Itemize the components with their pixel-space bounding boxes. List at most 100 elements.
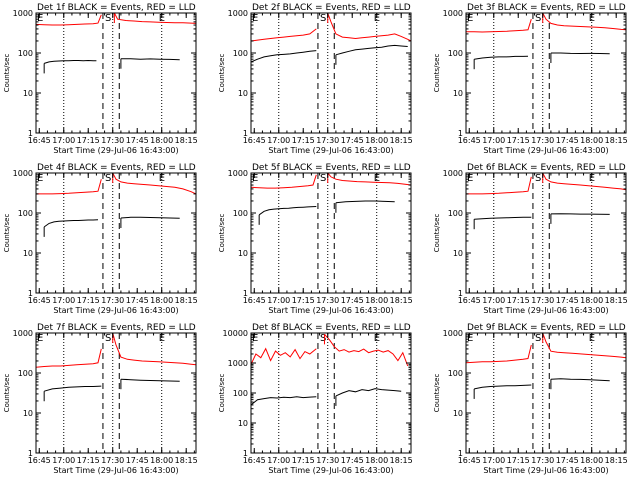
y-tick-label: 100 [448,369,463,378]
y-axis-label: Counts/sec [3,214,11,253]
x-tick-label: 17:00 [52,296,75,305]
x-tick-label: 17:45 [556,456,579,465]
x-tick-label: 17:30 [101,456,124,465]
plot-frame [35,332,197,454]
y-tick-label: 1 [28,129,33,138]
x-tick-label: 17:15 [292,456,315,465]
marker-s: S [535,13,541,24]
y-tick-label: 1000 [13,329,33,338]
chart-title: Det 7f BLACK = Events, RED = LLD [37,323,196,333]
chart-panel-3: Det 3f BLACK = Events, RED = LLD Counts/s… [433,3,628,155]
series-lld-line [324,334,409,367]
x-tick-label: 18:15 [390,296,413,305]
x-tick-label: 18:15 [390,456,413,465]
series-lld-line [35,348,102,368]
series-events-line [550,52,610,55]
chart-panel-9: Det 9f BLACK = Events, RED = LLD Counts/s… [433,323,628,475]
plot-frame [35,172,197,294]
series-lld-line [112,172,197,195]
x-tick-label: 17:45 [126,456,149,465]
x-tick-label: 17:00 [267,136,290,145]
x-tick-label: 17:30 [531,136,554,145]
x-tick-label: 17:00 [482,136,505,145]
y-tick-label: 10 [453,409,463,418]
plot-frame [250,12,412,134]
x-tick-label: 16:45 [243,456,266,465]
x-tick-label: 17:15 [292,136,315,145]
x-tick-label: 17:30 [316,136,339,145]
chart-title: Det 9f BLACK = Events, RED = LLD [467,323,626,333]
y-tick-label: 100 [233,209,248,218]
x-tick-label: 18:00 [580,456,603,465]
x-tick-label: 17:45 [126,296,149,305]
y-tick-label: 1 [243,129,248,138]
y-tick-label: 100 [233,389,248,398]
marker-s: S [320,13,326,24]
x-tick-label: 17:15 [77,296,100,305]
marker-e-end: E [159,173,165,184]
x-tick-label: 17:45 [341,456,364,465]
marker-e-end: E [374,173,380,184]
x-tick-label: 17:30 [101,296,124,305]
series-events-line [120,216,180,219]
series-lld-line [466,176,532,195]
x-tick-label: 18:15 [175,136,198,145]
y-axis-label: Counts/sec [433,214,441,253]
series-lld-line [542,12,627,31]
marker-e-end: E [159,13,165,24]
y-tick-label: 100 [233,49,248,58]
x-tick-label: 17:15 [507,456,530,465]
y-tick-label: 1000 [13,169,33,178]
y-tick-label: 1 [243,449,248,458]
y-tick-label: 100 [448,49,463,58]
y-tick-label: 100 [18,49,33,58]
x-tick-label: 16:45 [243,136,266,145]
chart-title: Det 4f BLACK = Events, RED = LLD [37,163,196,173]
marker-e-start: E [252,173,258,184]
x-axis-label: Start Time (29-Jul-06 16:43:00) [483,146,608,155]
marker-e-end: E [589,333,595,344]
y-tick-label: 1000 [13,9,33,18]
marker-e-start: E [467,173,473,184]
x-tick-label: 18:15 [175,296,198,305]
y-tick-label: 10 [23,409,33,418]
x-axis-label: Start Time (29-Jul-06 16:43:00) [268,146,393,155]
series-lld-line [327,12,412,42]
y-tick-label: 1 [458,449,463,458]
x-tick-label: 18:00 [150,456,173,465]
x-tick-label: 17:00 [267,456,290,465]
series-lld-line [466,19,532,33]
x-tick-label: 17:30 [531,456,554,465]
chart-title: Det 3f BLACK = Events, RED = LLD [467,3,626,13]
y-tick-label: 10 [453,89,463,98]
y-tick-label: 10 [238,249,248,258]
x-tick-label: 17:45 [556,136,579,145]
marker-e-start: E [37,173,43,184]
x-tick-label: 17:30 [316,456,339,465]
marker-e-end: E [589,13,595,24]
marker-s: S [105,333,111,344]
y-tick-label: 1 [28,449,33,458]
x-tick-label: 18:15 [390,136,413,145]
x-tick-label: 17:15 [292,296,315,305]
series-lld-line [113,12,197,24]
x-tick-label: 16:45 [28,136,51,145]
series-events-line [120,378,180,382]
x-tick-label: 18:00 [365,456,388,465]
x-axis-label: Start Time (29-Jul-06 16:43:00) [268,306,393,315]
x-tick-label: 18:15 [175,456,198,465]
x-tick-label: 17:45 [341,136,364,145]
y-axis-label: Counts/sec [433,374,441,413]
plot-frame [35,12,197,134]
marker-s: S [320,333,326,344]
y-axis-label: Counts/sec [218,374,226,413]
x-tick-label: 17:15 [507,296,530,305]
plot-frame [250,332,412,454]
series-events-line [474,55,529,60]
series-events-line [120,58,180,61]
y-tick-label: 100 [18,369,33,378]
marker-e-end: E [374,13,380,24]
chart-panel-2: Det 2f BLACK = Events, RED = LLD Counts/s… [218,3,413,155]
x-tick-label: 17:45 [556,296,579,305]
marker-s: S [535,173,541,184]
